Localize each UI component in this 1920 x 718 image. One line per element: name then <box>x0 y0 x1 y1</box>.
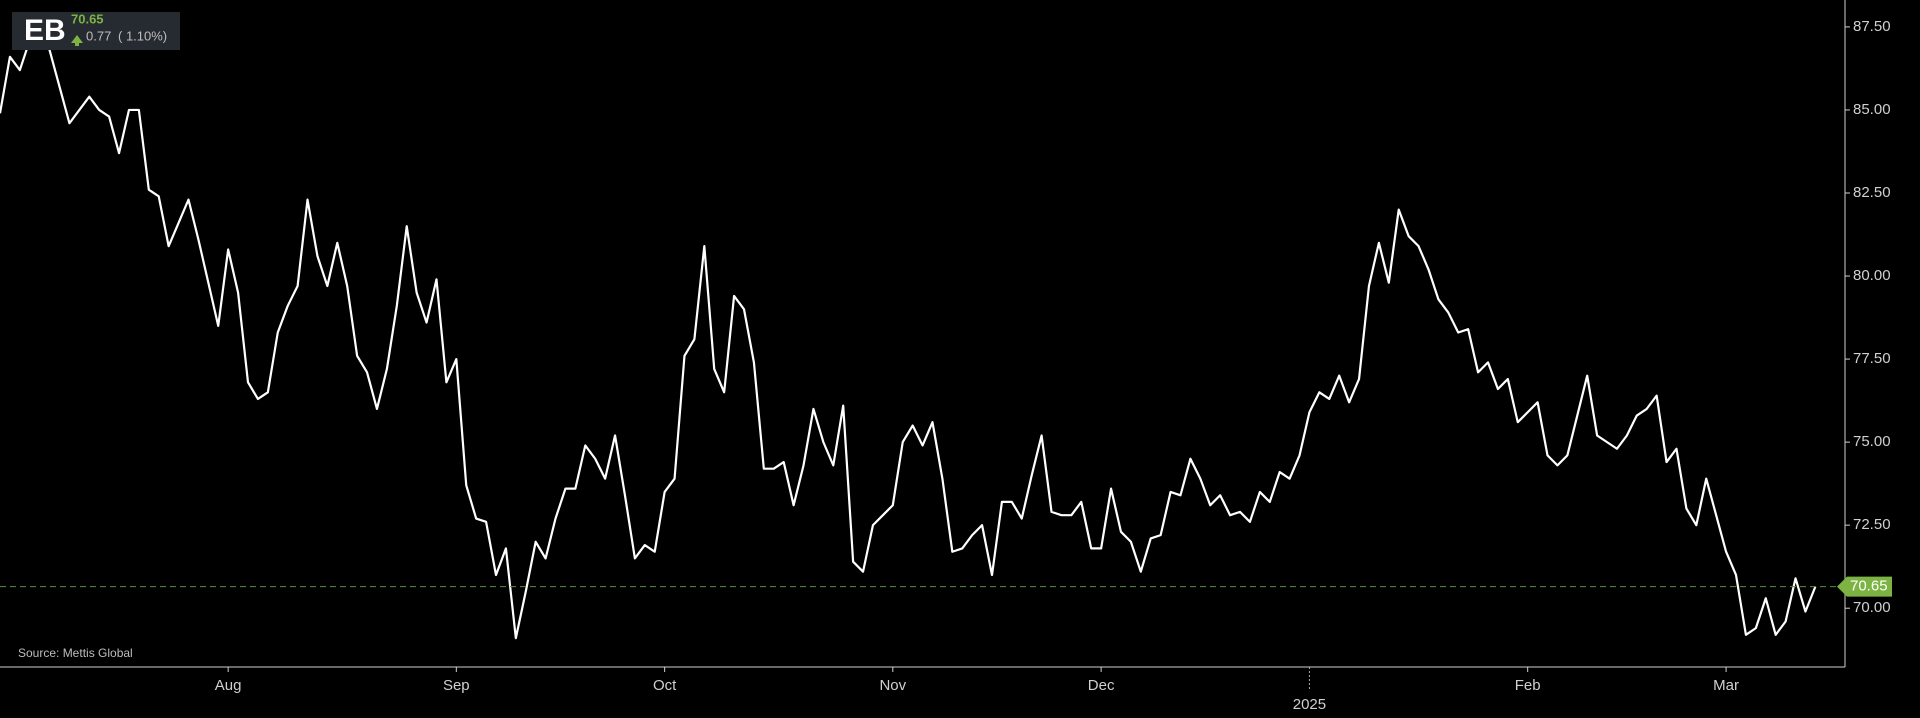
x-tick-label: Feb <box>1515 677 1541 694</box>
y-tick-label: 82.50 <box>1853 184 1891 201</box>
x-tick-label: Oct <box>653 677 677 694</box>
x-tick-label: Mar <box>1713 677 1739 694</box>
y-tick-label: 70.00 <box>1853 599 1891 616</box>
header-box <box>12 12 180 50</box>
source: Source: Mettis Global <box>18 646 133 660</box>
y-tick-label: 80.00 <box>1853 267 1891 284</box>
plot <box>0 22 1845 640</box>
y-tick-label: 85.00 <box>1853 101 1891 118</box>
y-tick-label: 77.50 <box>1853 350 1891 367</box>
y-tick-label: 87.50 <box>1853 18 1891 35</box>
ticker: EB <box>24 14 66 47</box>
x-tick-label: 2025 <box>1293 696 1326 713</box>
price-line <box>0 22 1817 640</box>
x-tick-label: Nov <box>879 677 906 694</box>
last-price: 70.65 <box>71 11 104 26</box>
change-percent: ( 1.10%) <box>118 28 167 43</box>
up-arrow <box>71 35 83 46</box>
x-tick-label: Dec <box>1088 677 1115 694</box>
last-price-label: 70.65 <box>1850 578 1888 595</box>
x-tick-label: Aug <box>215 677 242 694</box>
change: 0.77 <box>86 28 111 43</box>
x-tick-label: Sep <box>443 677 470 694</box>
last-price-tag <box>1837 576 1892 597</box>
y-tick-label: 72.50 <box>1853 516 1891 533</box>
y-tick-label: 75.00 <box>1853 433 1891 450</box>
